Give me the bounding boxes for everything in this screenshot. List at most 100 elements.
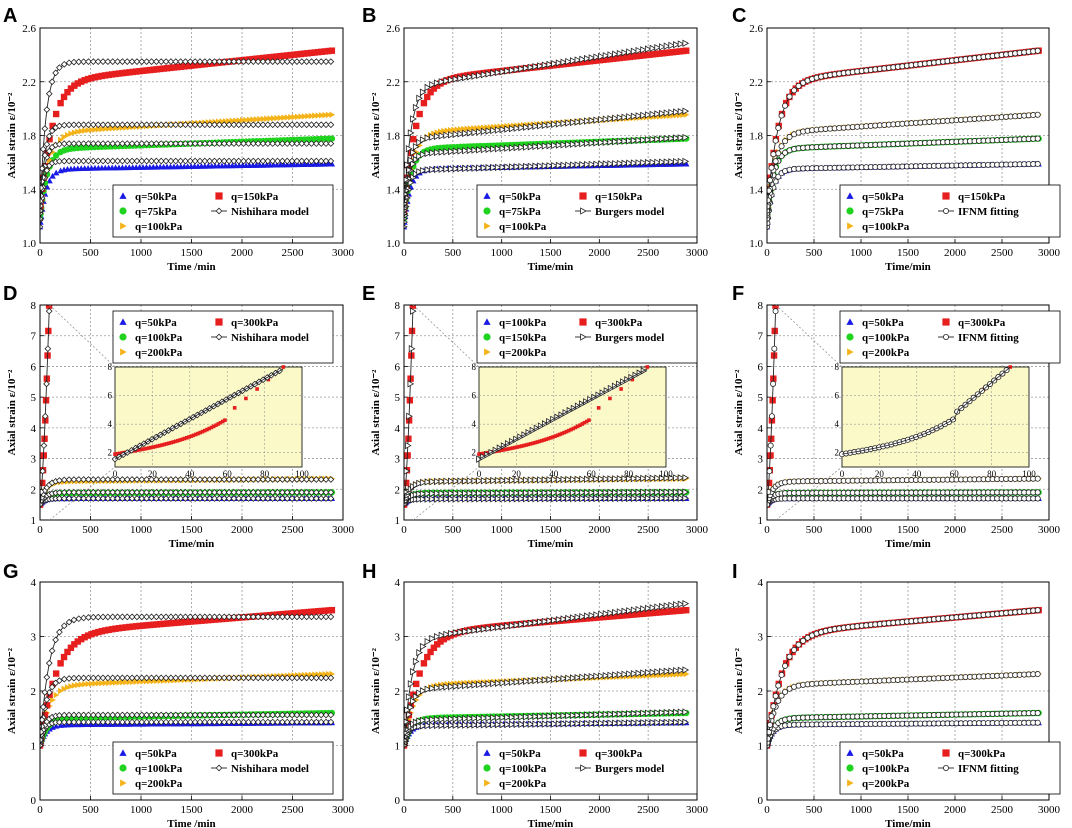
data-point bbox=[64, 648, 71, 656]
fit-marker bbox=[443, 77, 451, 85]
fit-marker bbox=[541, 142, 549, 150]
fit-marker bbox=[264, 674, 272, 682]
fit-marker bbox=[419, 88, 427, 96]
fit-marker bbox=[80, 718, 87, 726]
data-point bbox=[413, 148, 420, 156]
x-tick-label: 2500 bbox=[637, 524, 660, 536]
fit-marker bbox=[148, 476, 155, 483]
panel-label: G bbox=[3, 561, 19, 583]
fit-marker bbox=[264, 121, 272, 129]
fit-marker bbox=[668, 108, 676, 117]
data-point bbox=[454, 126, 461, 133]
fit-curve bbox=[404, 107, 690, 216]
fit-curve bbox=[40, 711, 335, 749]
fit-marker bbox=[584, 488, 591, 497]
fit-marker bbox=[259, 711, 267, 719]
data-point bbox=[139, 622, 147, 629]
fit-marker bbox=[626, 113, 633, 121]
legend-marker bbox=[579, 318, 587, 326]
fit-marker bbox=[167, 718, 175, 726]
data-point bbox=[92, 680, 99, 687]
fit-marker bbox=[172, 613, 180, 621]
fit-marker bbox=[303, 157, 311, 165]
data-point bbox=[264, 115, 270, 122]
data-point bbox=[312, 112, 318, 119]
fit-marker bbox=[123, 476, 131, 483]
fit-marker bbox=[240, 674, 247, 682]
legend-marker bbox=[483, 207, 491, 215]
data-point bbox=[88, 631, 95, 638]
fit-marker bbox=[245, 488, 252, 496]
fit-marker bbox=[157, 613, 165, 621]
y-tick-label: 5 bbox=[31, 392, 37, 404]
axes-frame bbox=[39, 581, 344, 801]
fit-marker bbox=[598, 475, 605, 483]
fit-marker bbox=[128, 140, 136, 147]
fit-marker bbox=[182, 140, 189, 147]
fit-marker bbox=[616, 475, 624, 483]
fit-marker bbox=[75, 495, 83, 502]
fit-marker bbox=[186, 488, 194, 496]
fit-marker bbox=[499, 125, 507, 134]
data-point bbox=[75, 128, 81, 135]
fit-curve bbox=[767, 475, 1041, 508]
fit-marker bbox=[40, 215, 44, 223]
fit-marker bbox=[245, 58, 252, 65]
x-tick-label: 3000 bbox=[686, 524, 709, 536]
data-point bbox=[57, 660, 64, 667]
fit-marker bbox=[220, 140, 228, 147]
data-point bbox=[106, 679, 112, 687]
fit-marker bbox=[123, 674, 131, 682]
fit-marker bbox=[616, 137, 624, 146]
plot-area bbox=[404, 39, 690, 230]
legend-entry: q=150kPa bbox=[958, 191, 1006, 203]
data-point bbox=[643, 51, 650, 59]
fit-marker bbox=[298, 711, 306, 719]
fit-marker bbox=[485, 476, 493, 485]
fit-marker bbox=[649, 474, 657, 482]
fit-marker bbox=[412, 143, 420, 151]
fit-marker bbox=[138, 140, 146, 147]
fit-marker bbox=[269, 711, 277, 719]
data-point bbox=[146, 66, 154, 74]
fit-marker bbox=[138, 674, 146, 682]
data-point bbox=[119, 679, 126, 686]
fit-marker bbox=[537, 142, 544, 150]
fit-marker bbox=[201, 157, 209, 165]
data-point bbox=[294, 113, 301, 121]
fit-marker bbox=[48, 127, 56, 135]
fit-marker bbox=[476, 477, 483, 485]
fit-marker bbox=[416, 490, 423, 498]
inset-data-point bbox=[113, 452, 117, 456]
fit-marker bbox=[245, 718, 252, 726]
fit-marker bbox=[45, 659, 53, 667]
legend-marker bbox=[119, 333, 127, 341]
data-point bbox=[60, 653, 68, 661]
fit-marker bbox=[317, 674, 325, 682]
fit-marker bbox=[206, 674, 214, 682]
fit-marker bbox=[555, 120, 563, 128]
fit-marker bbox=[216, 495, 223, 502]
legend-marker bbox=[215, 749, 223, 757]
fit-marker bbox=[677, 134, 685, 142]
legend-marker bbox=[484, 222, 491, 230]
inset-data-point bbox=[497, 448, 501, 453]
legend-entry: q=300kPa bbox=[958, 317, 1006, 329]
fit-marker bbox=[254, 121, 262, 129]
fit-marker bbox=[254, 476, 262, 483]
fit-marker bbox=[518, 495, 526, 503]
data-point bbox=[50, 696, 56, 704]
fit-marker bbox=[235, 488, 243, 496]
fit-marker bbox=[109, 718, 117, 726]
fit-marker bbox=[196, 711, 204, 719]
fit-marker bbox=[308, 157, 315, 165]
data-point bbox=[328, 160, 336, 167]
fit-marker bbox=[65, 140, 73, 147]
fit-marker bbox=[640, 111, 647, 120]
fit-marker bbox=[457, 477, 465, 485]
fit-marker bbox=[327, 718, 335, 726]
data-point bbox=[266, 54, 274, 61]
fit-marker bbox=[230, 718, 238, 726]
